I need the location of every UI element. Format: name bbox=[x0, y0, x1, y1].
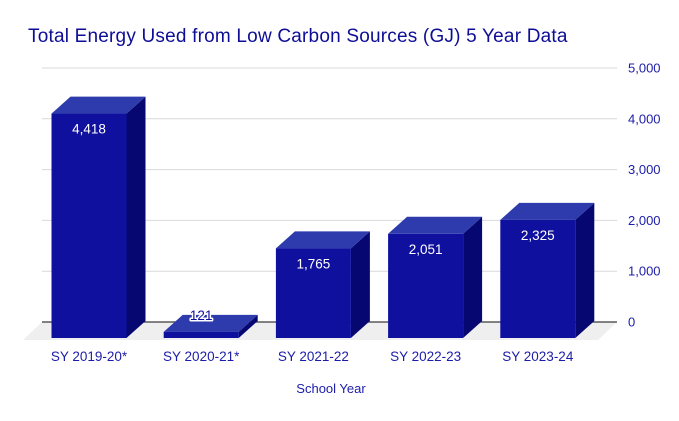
bar-side-face bbox=[575, 202, 595, 338]
bar-sy-2023-24: 2,325 bbox=[500, 202, 595, 338]
bar-front-face bbox=[388, 233, 464, 338]
y-axis-tick-label: 4,000 bbox=[628, 111, 661, 126]
bar-value-label: 4,418 bbox=[72, 122, 106, 137]
y-axis-tick-label: 0 bbox=[628, 315, 635, 330]
chart-title: Total Energy Used from Low Carbon Source… bbox=[28, 26, 568, 47]
bar-front-face bbox=[51, 113, 127, 338]
bar-front-face bbox=[500, 219, 576, 338]
x-axis-category-label: SY 2022-23 bbox=[390, 349, 461, 364]
bar-top-face bbox=[500, 202, 595, 220]
bar-top-face bbox=[51, 96, 146, 114]
bar-sy-2022-23: 2,051 bbox=[388, 216, 483, 338]
bar-side-face bbox=[126, 96, 146, 338]
bar-side-face bbox=[238, 314, 258, 338]
y-axis-tick-label: 1,000 bbox=[628, 264, 661, 279]
x-axis-category-label: SY 2023-24 bbox=[502, 349, 574, 364]
y-axis-tick-label: 5,000 bbox=[628, 61, 661, 76]
bar-side-face bbox=[350, 231, 370, 338]
bar-sy-2021-22: 1,765 bbox=[275, 231, 370, 338]
bar-top-face bbox=[163, 314, 258, 332]
bar-value-label: 1,765 bbox=[297, 256, 331, 271]
bar-value-label: 2,325 bbox=[521, 228, 555, 243]
x-axis-title: School Year bbox=[296, 381, 366, 396]
x-axis-category-label: SY 2021-22 bbox=[278, 349, 349, 364]
y-axis-tick-label: 2,000 bbox=[628, 213, 661, 228]
bar-sy-2020-21-: 121 bbox=[163, 306, 258, 338]
bar-sy-2019-20-: 4,418 bbox=[51, 96, 146, 338]
x-axis-category-label: SY 2020-21* bbox=[163, 349, 240, 364]
bar-top-face bbox=[275, 231, 370, 249]
x-axis-category-label: SY 2019-20* bbox=[51, 349, 128, 364]
bar-value-label: 121 bbox=[190, 308, 213, 323]
bar-front-face bbox=[163, 331, 239, 338]
bar-value-label: 2,051 bbox=[409, 242, 443, 257]
y-axis-tick-label: 3,000 bbox=[628, 162, 661, 177]
bar-front-face bbox=[275, 248, 351, 338]
bar-top-face bbox=[388, 216, 483, 234]
bar-side-face bbox=[463, 216, 483, 338]
